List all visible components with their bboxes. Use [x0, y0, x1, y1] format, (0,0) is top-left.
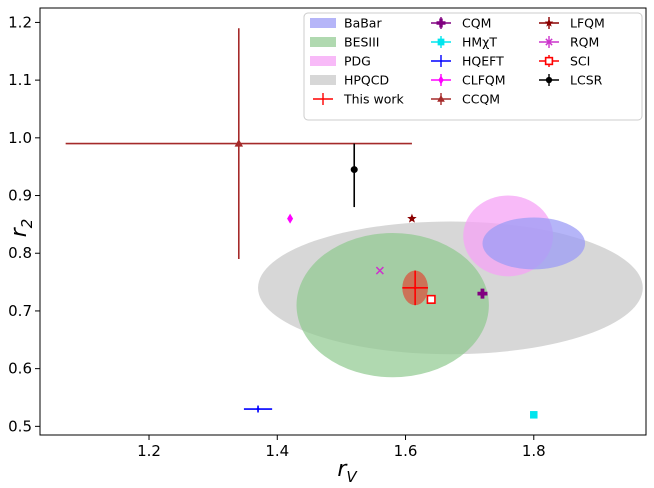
legend-item-hqeft-label: HQEFT [462, 54, 504, 69]
legend-item-lfqm-marker [544, 18, 554, 27]
legend-item-besiii: BESIII [310, 35, 379, 50]
y-tick-label: 1.0 [8, 129, 32, 147]
y-axis-label-subscript: 2 [18, 219, 36, 229]
legend-item-besiii-label: BESIII [344, 35, 379, 50]
legend-item-pdg-label: PDG [344, 54, 371, 69]
plot-frame [39, 7, 647, 436]
legend-item-ccqm-label: CCQM [462, 92, 500, 107]
legend-item-ccqm-marker [437, 94, 445, 102]
legend-item-sci: SCI [539, 54, 590, 69]
legend-item-rqm: RQM [539, 35, 599, 50]
legend-item-lfqm-label: LFQM [570, 16, 605, 31]
point-lfqm-marker [407, 213, 417, 223]
legend-item-ccqm: CCQM [431, 92, 500, 107]
y-tick-label: 0.6 [8, 360, 32, 378]
legend-item-lcsr: LCSR [539, 73, 603, 88]
legend-item-rqm-marker [545, 38, 553, 46]
legend-item-pdg-swatch [310, 56, 336, 66]
ellipse-besiii [296, 233, 489, 378]
legend-item-clfqm-marker [438, 75, 444, 85]
legend-item-cqm-marker [436, 18, 446, 28]
ellipse-babar [482, 217, 586, 270]
point-ccqm-marker [234, 139, 244, 147]
point-sci-marker [426, 294, 436, 304]
x-axis-label-subscript: V [346, 468, 358, 486]
legend-item-cqm-label: CQM [462, 16, 491, 31]
legend-item-lfqm: LFQM [539, 16, 605, 31]
point-rqm-marker [375, 266, 384, 275]
legend-item-hm-t-label: HMχT [462, 35, 497, 50]
legend-item-clfqm: CLFQM [431, 73, 506, 88]
x-tick-label: 1.2 [137, 442, 161, 460]
legend-item-clfqm-label: CLFQM [462, 73, 506, 88]
x-axis-ticks: 1.2 1.4 1.6 1.8 [137, 435, 546, 460]
point-lcsr-marker [350, 166, 358, 174]
legend-item-hpqcd-swatch [310, 75, 336, 85]
point-this-work-marker [413, 286, 417, 290]
y-axis-label-main: r [7, 226, 32, 237]
x-tick-label: 1.8 [522, 442, 546, 460]
x-tick-label: 1.4 [265, 442, 289, 460]
legend-item-rqm-label: RQM [570, 35, 599, 50]
legend-item-this-work: This work [313, 92, 405, 107]
x-tick-label: 1.6 [394, 442, 418, 460]
legend-item-sci-label: SCI [570, 54, 590, 69]
legend-item-hm-t-marker [437, 38, 445, 46]
legend-item-lcsr-marker [545, 76, 553, 84]
legend-item-hm-t: HMχT [431, 35, 497, 50]
y-tick-label: 0.7 [8, 302, 32, 320]
legend-item-pdg: PDG [310, 54, 371, 69]
point-hm-t-marker [530, 411, 538, 419]
legend: BaBar BESIII PDG HPQCD This work CQM HMχT HQEFT… [303, 12, 643, 121]
legend-item-hpqcd: HPQCD [310, 73, 389, 88]
legend-item-hqeft: HQEFT [431, 54, 504, 69]
point-cqm-marker [477, 288, 488, 299]
ellipse-layer [258, 195, 643, 378]
y-axis-ticks: 0.5 0.6 0.7 0.8 0.9 1.0 1.1 1.2 [8, 13, 40, 435]
legend-item-sci-marker [544, 56, 554, 66]
y-tick-label: 0.8 [8, 244, 32, 262]
x-axis-label: rV [337, 457, 358, 486]
legend-item-hpqcd-label: HPQCD [344, 73, 389, 88]
y-tick-label: 0.9 [8, 187, 32, 205]
y-tick-label: 1.2 [8, 13, 32, 31]
point-clfqm-marker [287, 213, 294, 224]
legend-item-cqm: CQM [431, 16, 491, 31]
y-axis-label: r2 [7, 219, 36, 238]
legend-item-lcsr-label: LCSR [570, 73, 603, 88]
x-axis-label-main: r [337, 457, 348, 482]
legend-item-babar-label: BaBar [344, 16, 382, 31]
legend-item-babar-swatch [310, 18, 336, 28]
y-tick-label: 0.5 [8, 417, 32, 435]
legend-box [303, 12, 643, 121]
legend-item-this-work-label: This work [343, 92, 405, 107]
point-hqeft-marker [256, 407, 260, 411]
y-tick-label: 1.1 [8, 71, 32, 89]
legend-item-babar: BaBar [310, 16, 382, 31]
point-layer [65, 28, 538, 419]
legend-item-besiii-swatch [310, 37, 336, 47]
